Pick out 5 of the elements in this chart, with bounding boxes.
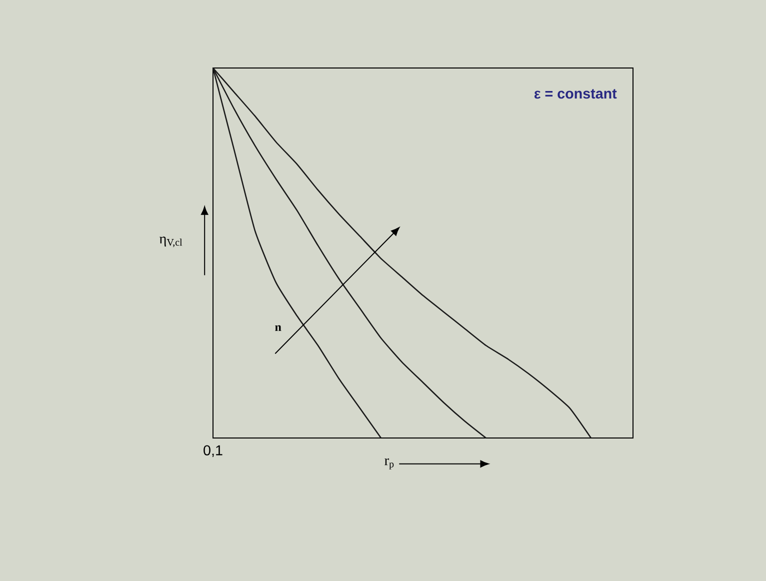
text: 0,1 [204, 445, 222, 458]
annotation: n [275, 325, 282, 331]
x-axis-title: r$_{p}$ [384, 458, 394, 470]
y-axis-title: η$_{V,cl}$ [159, 236, 182, 248]
annotation: ε = constant [534, 89, 617, 99]
